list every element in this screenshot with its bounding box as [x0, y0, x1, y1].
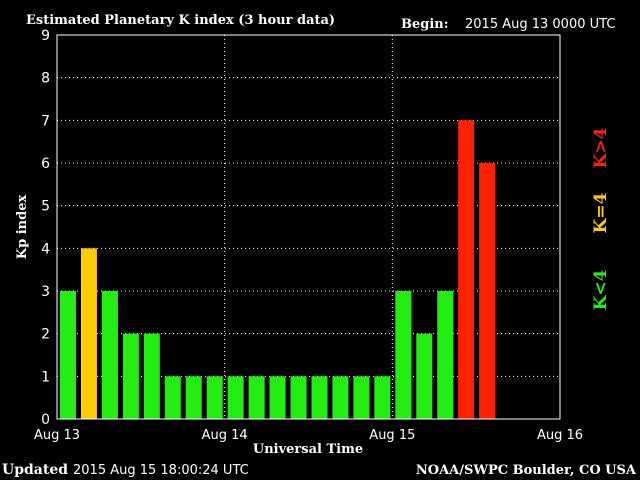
x-tick-label: Aug 15	[369, 428, 415, 443]
updated-label: Updated	[2, 462, 68, 478]
y-tick-label: 4	[41, 241, 50, 257]
y-axis-label: Kp index	[15, 195, 30, 260]
kp-bar	[227, 376, 244, 419]
y-tick-label: 2	[41, 327, 50, 343]
kp-bar	[101, 291, 118, 419]
legend-k-above-4: K>4	[591, 127, 611, 168]
y-tick-label: 0	[41, 412, 50, 428]
kp-bar	[164, 376, 181, 419]
x-axis-label: Universal Time	[253, 442, 363, 457]
kp-bar	[479, 163, 496, 419]
y-tick-label: 5	[41, 199, 50, 215]
bars	[59, 120, 496, 419]
kp-bar	[206, 376, 223, 419]
grid	[57, 35, 560, 419]
x-tick-label: Aug 16	[537, 428, 583, 443]
begin-label: Begin:	[401, 17, 449, 32]
x-tick-labels: Aug 13 Aug 14 Aug 15 Aug 16	[34, 428, 583, 443]
kp-bar	[416, 333, 433, 419]
chart-title: Estimated Planetary K index (3 hour data…	[26, 13, 335, 28]
y-tick-label: 7	[41, 113, 50, 129]
y-tick-label: 6	[41, 156, 50, 172]
kp-bar	[80, 248, 97, 419]
kp-bar	[248, 376, 265, 419]
kp-bar	[353, 376, 370, 419]
kp-bar	[122, 333, 139, 419]
x-tick-label: Aug 14	[202, 428, 248, 443]
legend-k-equal-4: K=4	[591, 192, 611, 233]
y-tick-label: 8	[41, 71, 50, 87]
kp-bar	[437, 291, 454, 419]
kp-bar	[269, 376, 286, 419]
kp-bar	[374, 376, 391, 419]
legend-k-below-4: K<4	[591, 269, 611, 310]
y-tick-label: 3	[41, 284, 50, 300]
y-tick-labels: 0 1 2 3 4 5 6 7 8 9	[41, 28, 50, 428]
begin-value: 2015 Aug 13 0000 UTC	[465, 17, 615, 32]
x-tick-label: Aug 13	[34, 428, 80, 443]
kp-bar	[458, 120, 475, 419]
source-credit: NOAA/SWPC Boulder, CO USA	[416, 463, 637, 478]
kp-bar	[395, 291, 412, 419]
kp-bar	[332, 376, 349, 419]
y-tick-label: 1	[41, 369, 50, 385]
kp-bar	[290, 376, 307, 419]
kp-bar	[185, 376, 202, 419]
kp-bar	[311, 376, 328, 419]
plot-frame	[56, 34, 561, 420]
kp-bar	[143, 333, 160, 419]
updated-value: 2015 Aug 15 18:00:24 UTC	[73, 463, 249, 478]
kp-bar	[59, 291, 76, 419]
y-tick-label: 9	[41, 28, 50, 44]
